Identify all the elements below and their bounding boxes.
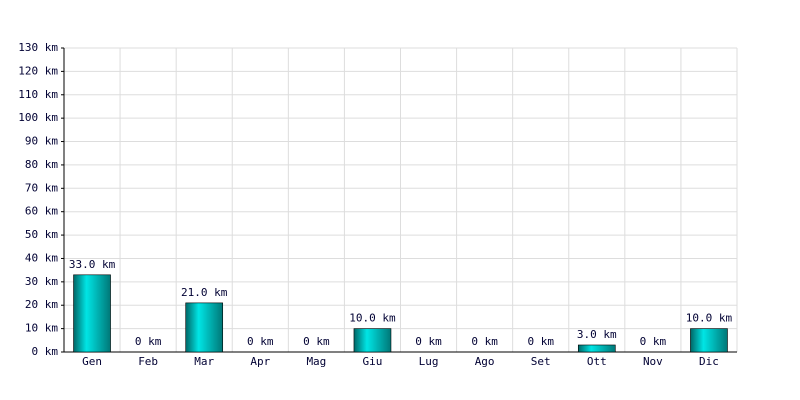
value-label: 0 km: [527, 335, 554, 348]
y-tick-label: 40 km: [25, 251, 58, 264]
value-label: 0 km: [415, 335, 442, 348]
bar: [577, 344, 616, 353]
value-label: 0 km: [471, 335, 498, 348]
x-tick-label: Nov: [643, 355, 663, 368]
y-tick-label: 30 km: [25, 275, 58, 288]
value-label: 0 km: [247, 335, 274, 348]
y-tick-label: 20 km: [25, 298, 58, 311]
x-tick-label: Giu: [363, 355, 383, 368]
value-label: 10.0 km: [686, 312, 733, 325]
bar: [73, 274, 111, 353]
x-tick-label: Mar: [194, 355, 214, 368]
y-tick-label: 70 km: [25, 181, 58, 194]
y-tick-label: 10 km: [25, 322, 58, 335]
y-tick-label: 0 km: [32, 345, 59, 358]
x-tick-label: Dic: [699, 355, 719, 368]
x-tick-label: Gen: [82, 355, 102, 368]
x-tick-label: Feb: [138, 355, 158, 368]
y-tick-label: 110 km: [18, 88, 58, 101]
value-label: 0 km: [640, 335, 667, 348]
value-label: 0 km: [135, 335, 162, 348]
x-tick-label: Set: [531, 355, 551, 368]
x-tick-label: Ott: [587, 355, 607, 368]
x-tick-label: Mag: [306, 355, 326, 368]
bar: [185, 302, 224, 353]
y-tick-label: 80 km: [25, 158, 58, 171]
y-tick-label: 50 km: [25, 228, 58, 241]
x-tick-label: Apr: [250, 355, 270, 368]
value-label: 3.0 km: [577, 328, 617, 341]
x-tick-label: Ago: [475, 355, 495, 368]
y-tick-label: 130 km: [18, 41, 58, 54]
bar: [353, 328, 392, 353]
y-tick-label: 60 km: [25, 205, 58, 218]
value-label: 10.0 km: [349, 312, 396, 325]
value-label: 0 km: [303, 335, 330, 348]
y-tick-label: 100 km: [18, 111, 58, 124]
value-label: 33.0 km: [69, 258, 116, 271]
y-tick-label: 120 km: [18, 64, 58, 77]
y-tick-label: 90 km: [25, 135, 58, 148]
value-label: 21.0 km: [181, 286, 228, 299]
bar: [690, 328, 728, 353]
x-tick-label: Lug: [419, 355, 439, 368]
